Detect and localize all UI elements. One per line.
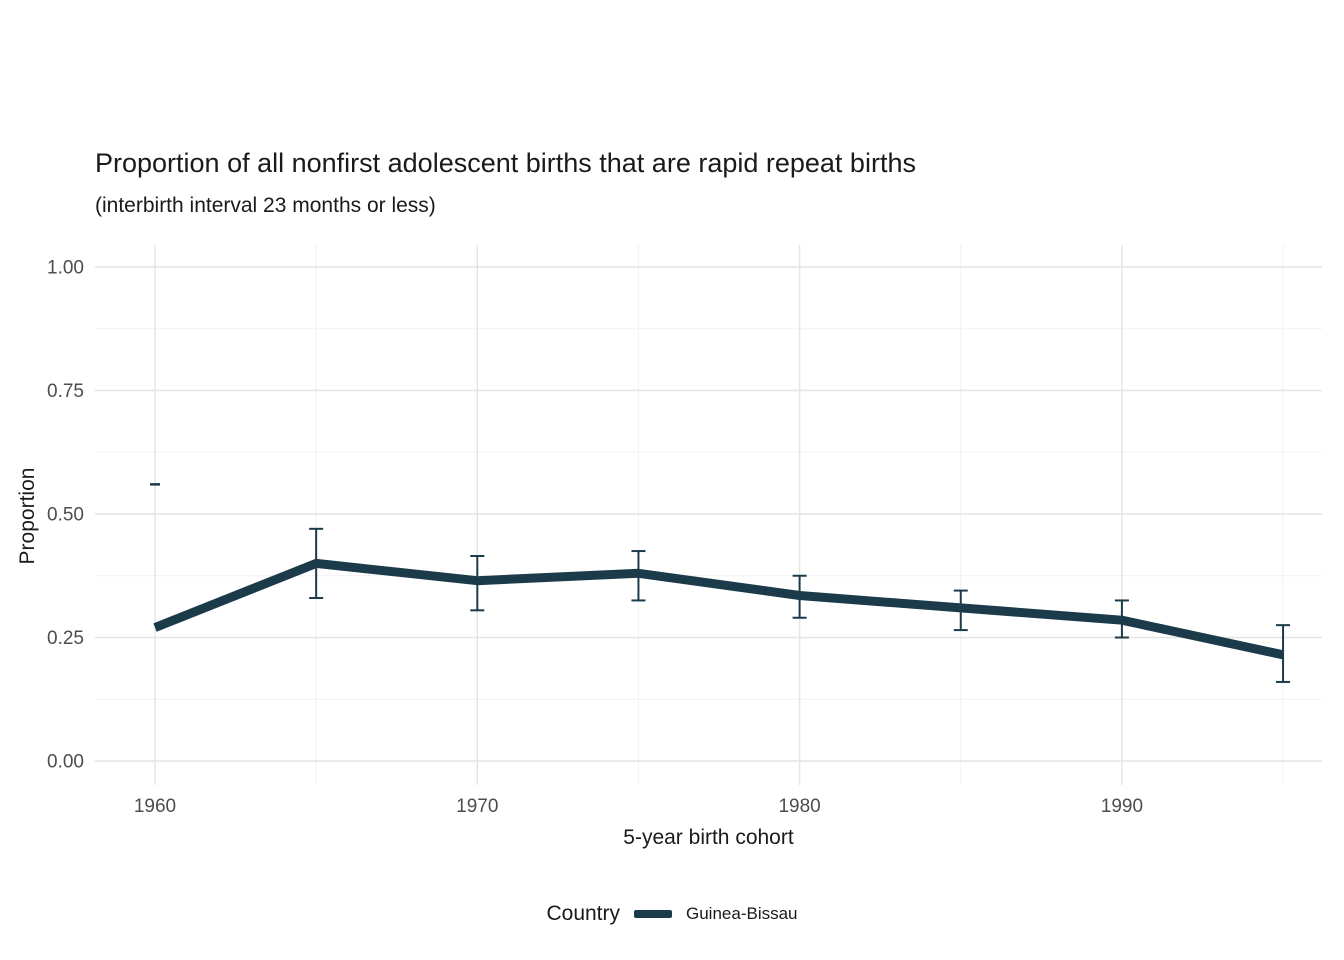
svg-text:0.00: 0.00 — [47, 752, 84, 773]
chart-subtitle: (interbirth interval 23 months or less) — [95, 194, 436, 217]
svg-text:0.75: 0.75 — [47, 381, 84, 402]
chart-title: Proportion of all nonfirst adolescent bi… — [95, 148, 916, 178]
svg-text:1960: 1960 — [134, 796, 176, 817]
legend-swatch-line — [634, 910, 672, 918]
legend-title: Country — [546, 902, 620, 925]
svg-text:1.00: 1.00 — [47, 258, 84, 279]
x-axis-title: 5-year birth cohort — [623, 826, 794, 849]
legend-entry-label: Guinea-Bissau — [686, 904, 798, 923]
svg-text:1970: 1970 — [456, 796, 498, 817]
svg-text:0.25: 0.25 — [47, 628, 84, 649]
svg-text:1980: 1980 — [778, 796, 820, 817]
y-axis-title: Proportion — [16, 467, 39, 565]
svg-text:0.50: 0.50 — [47, 505, 84, 526]
legend: Country Guinea-Bissau — [0, 902, 1344, 926]
svg-text:1990: 1990 — [1101, 796, 1143, 817]
